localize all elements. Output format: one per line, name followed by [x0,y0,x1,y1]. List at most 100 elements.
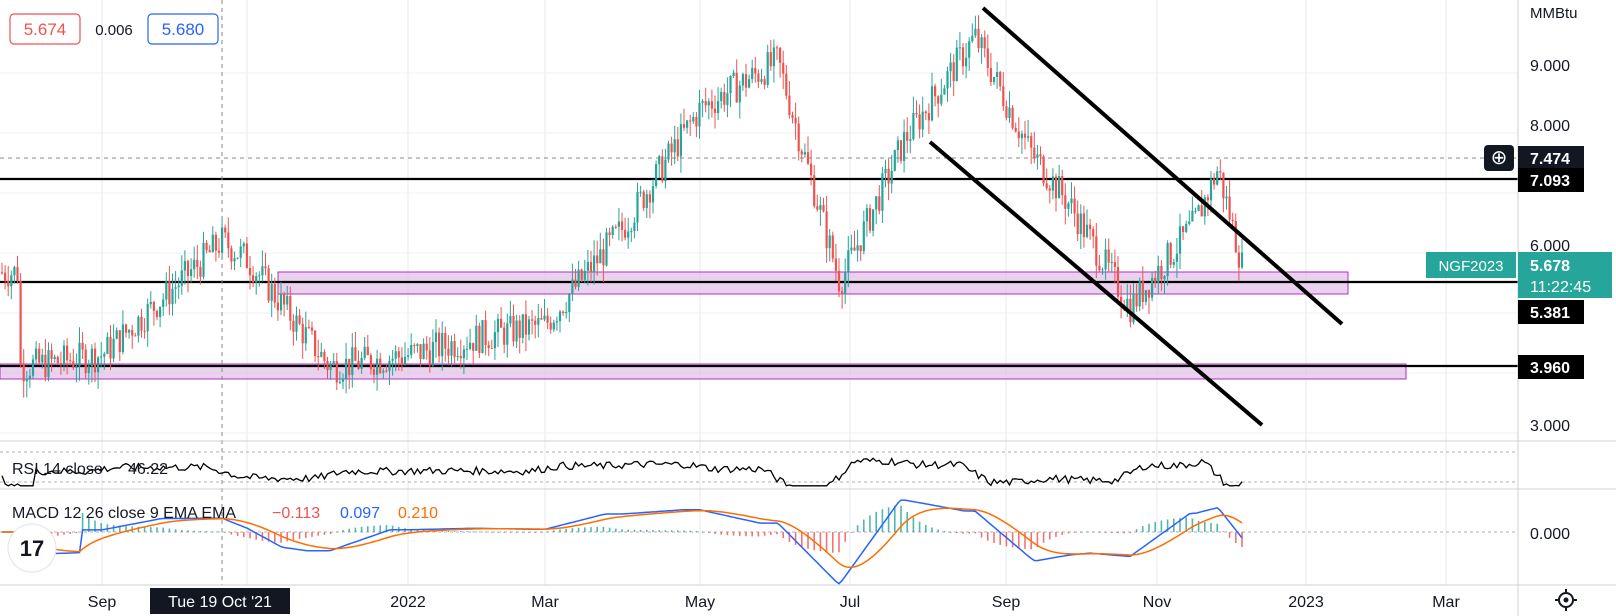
candle-body [648,194,651,203]
candle-body [788,95,791,115]
macd-hist-bar [75,532,78,534]
candle-body [183,260,186,271]
macd-hist-bar [652,530,654,532]
candle-body [273,283,276,303]
macd-hist-bar [584,527,586,532]
candle-body [363,346,366,358]
candle-body [351,347,354,376]
candle-body [872,209,875,231]
macd-hist-bar [528,532,530,533]
candle-body [1073,198,1076,214]
candle-body [391,358,394,361]
tradingview-logo[interactable] [7,523,57,573]
candle-body [236,257,239,259]
crosshair-date: Tue 19 Oct '21 [168,594,272,611]
resistance-price-tag [1518,168,1584,192]
candle-body [283,293,286,305]
macd-hist-bar [553,530,555,532]
macd-hist-bar [1197,520,1200,532]
candle-body [841,291,844,295]
candle-body [286,296,289,305]
macd-hist-bar [664,530,667,532]
macd-hist-bar [639,529,642,532]
ask-box[interactable] [147,13,219,45]
candle-body [704,101,707,106]
candle-body [810,163,813,176]
candle-body [1067,203,1070,209]
macd-hist-bar [205,531,208,532]
macd-hist-bar [974,532,977,534]
candle-body [146,304,149,332]
rsi-line [1,457,1243,487]
macd-hist-bar [1228,532,1231,538]
candle-body [332,361,335,365]
macd-hist-bar [305,532,307,539]
candle-body [943,88,946,95]
candle-body [676,139,679,157]
macd-hist-bar [143,526,146,532]
candle-body [397,351,400,358]
candle-body [310,327,314,331]
candle-body [394,351,397,359]
macd-hist-bar [1142,526,1144,532]
candle-body [679,124,682,157]
candle-body [763,79,766,85]
candle-body [983,37,986,49]
macd-hist-bar [249,532,251,539]
macd-hist-bar [677,530,679,532]
macd-hist-bar [373,525,375,532]
candle-body [754,68,757,74]
candle-body [803,152,806,155]
macd-hist-bar [658,530,660,532]
x-label-sep-21: Sep [88,594,117,611]
candle-body [447,348,450,356]
candle-body [775,47,779,49]
channel-lower-line[interactable] [928,140,1264,427]
candle-body [422,343,425,360]
candle-body [899,140,903,161]
candle-body [295,315,298,332]
x-label-jul: Jul [840,594,860,611]
candle-body [227,232,230,249]
candle-body [360,357,363,369]
candle-body [431,342,434,366]
candle-body [893,150,896,171]
candle-body [1110,262,1113,264]
candle-body [487,344,490,348]
macd-hist-bar [770,532,772,535]
candle-body [202,242,205,277]
candle-body [134,335,137,337]
candle-body [1175,253,1178,262]
candle-body [90,348,93,367]
channel-upper-line[interactable] [981,6,1344,326]
candle-body [465,348,469,350]
symbol-tag[interactable] [1426,252,1516,278]
macd-hist-bar [708,532,710,533]
candle-body [1191,210,1194,222]
crosshair-plus-button[interactable] [1484,145,1514,171]
macd-hist-bar [317,532,319,536]
candle-body [335,361,338,383]
candle-body [1178,226,1182,254]
candle-body [837,270,841,292]
resistance-price: 7.093 [1530,173,1570,190]
candle-body [890,170,893,184]
macd-hist-bar [367,526,369,532]
candle-body [56,356,59,364]
candle-body [317,356,320,358]
candle-body [140,316,143,331]
macd-hist-bar [745,532,747,537]
candle-body [1076,213,1079,235]
macd-hist-bar [646,530,648,532]
candle-body [255,276,258,283]
bid-box[interactable] [9,13,81,45]
settings-gear-icon[interactable] [1555,589,1577,611]
macd-hist-bar [199,530,202,532]
candle-body [279,293,283,311]
candle-body [1092,229,1095,237]
candle-body [887,168,890,184]
candle-body [664,159,667,182]
macd-hist-bar [1241,532,1243,547]
candle-body [949,62,952,72]
macd-hist-bar [156,527,158,532]
